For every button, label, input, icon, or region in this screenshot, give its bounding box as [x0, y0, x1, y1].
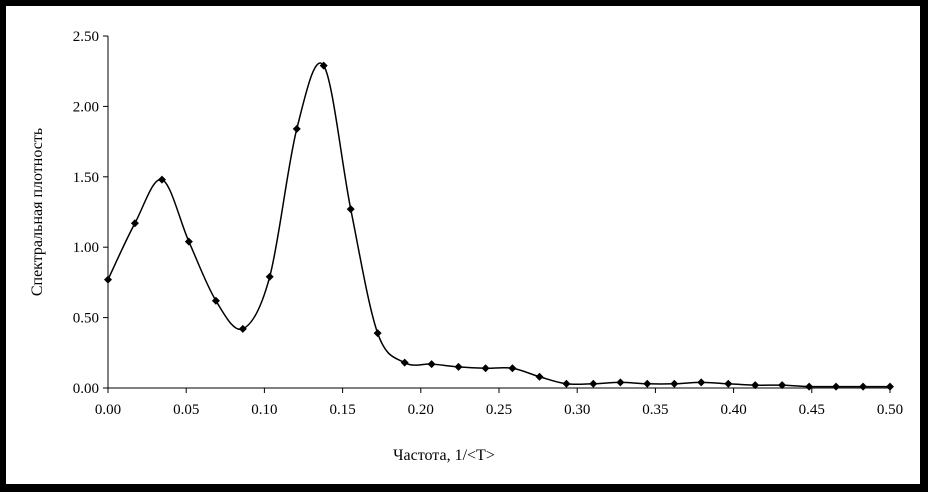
data-point-marker	[778, 381, 787, 390]
data-point-marker	[616, 378, 625, 387]
series-group	[104, 61, 894, 391]
axes	[107, 36, 890, 389]
data-point-marker	[697, 378, 706, 387]
y-tick-label: 1.00	[73, 240, 99, 256]
data-point-marker	[751, 381, 760, 390]
data-point-marker	[130, 219, 139, 228]
data-point-marker	[724, 379, 733, 388]
y-tick-label: 0.00	[73, 381, 99, 397]
y-axis-title: Спектральная плотность	[29, 128, 46, 296]
data-point-marker	[886, 382, 894, 391]
data-point-marker	[346, 205, 355, 214]
data-point-marker	[670, 379, 679, 388]
data-point-marker	[292, 124, 301, 133]
data-point-marker	[211, 296, 220, 305]
x-tick-label: 0.10	[251, 402, 277, 418]
data-point-marker	[535, 372, 544, 381]
data-point-marker	[805, 382, 814, 391]
data-point-marker	[104, 275, 112, 284]
x-tick-label: 0.50	[877, 402, 903, 418]
data-point-marker	[184, 237, 193, 246]
spectral-density-chart: 0.00 0.05 0.10 0.15 0.20 0.25 0.30 0.35 0.40 0.45…	[29, 29, 903, 464]
data-point-marker	[373, 329, 382, 338]
y-axis-ticks: 0.00 0.50 1.00 1.50 2.00 2.50	[73, 29, 108, 397]
y-tick-label: 2.50	[73, 29, 99, 45]
x-tick-label: 0.40	[720, 402, 746, 418]
data-point-marker	[589, 379, 598, 388]
chart-area: 0.00 0.05 0.10 0.15 0.20 0.25 0.30 0.35 0.40 0.45…	[6, 6, 920, 484]
data-point-marker	[859, 382, 868, 391]
data-point-marker	[562, 379, 571, 388]
data-point-marker	[643, 379, 652, 388]
data-point-marker	[319, 61, 328, 70]
data-point-marker	[454, 362, 463, 371]
x-tick-label: 0.00	[95, 402, 121, 418]
x-tick-label: 0.35	[642, 402, 668, 418]
data-point-marker	[400, 358, 409, 367]
data-point-marker	[832, 382, 841, 391]
x-tick-label: 0.30	[564, 402, 590, 418]
y-tick-label: 0.50	[73, 311, 99, 327]
x-tick-label: 0.15	[329, 402, 355, 418]
x-axis-ticks: 0.00 0.05 0.10 0.15 0.20 0.25 0.30 0.35 0.40 0.45…	[95, 388, 903, 418]
y-tick-label: 1.50	[73, 170, 99, 186]
data-point-marker	[238, 324, 247, 333]
x-tick-label: 0.45	[799, 402, 825, 418]
x-axis-title: Частота, 1/<T>	[393, 447, 495, 464]
y-tick-label: 2.00	[73, 99, 99, 115]
series-line	[107, 62, 890, 388]
data-point-marker	[265, 272, 274, 281]
data-point-marker	[508, 364, 517, 373]
data-point-marker	[157, 175, 166, 184]
x-tick-label: 0.05	[173, 402, 199, 418]
x-tick-label: 0.25	[486, 402, 512, 418]
data-point-marker	[481, 364, 490, 373]
x-tick-label: 0.20	[408, 402, 434, 418]
data-point-marker	[427, 360, 436, 369]
